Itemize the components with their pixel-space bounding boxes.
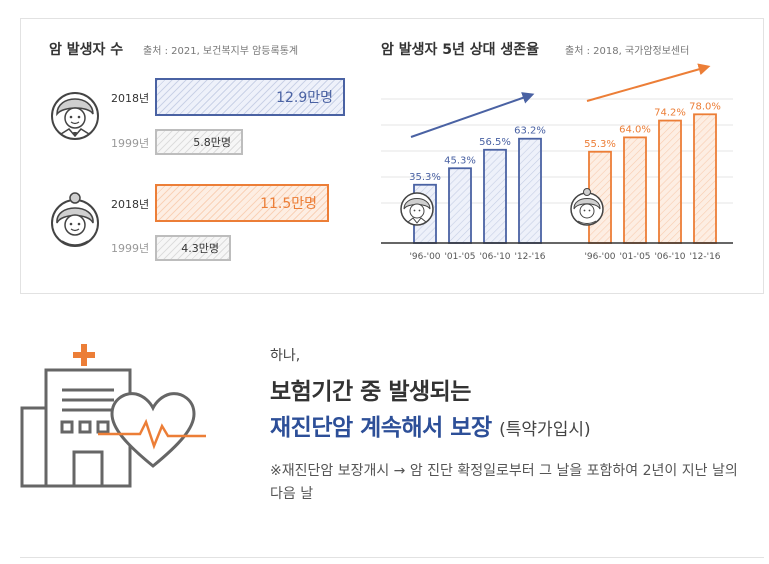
coverage-note: ※재진단암 보장개시 → 암 진단 확정일로부터 그 날을 포함하여 2년이 지… [270,463,738,502]
cross-icon [73,344,95,366]
survival-value-label: 56.5% [479,137,511,148]
survival-bar [448,167,472,244]
male-1999-bar: 5.8만명 [155,129,243,155]
bottom-divider [20,557,764,558]
survival-category-label: '06-'10 [479,252,510,262]
chart-labels: 35.3% '96-'00 45.3% '01-'05 56.5% '06-'10 63.2… [409,101,721,262]
survival-value-label: 64.0% [619,124,651,135]
female-year-main: 2018년 [111,198,150,211]
survival-category-label: '96-'00 [584,252,615,262]
chart-female-avatar-icon [570,188,604,226]
lower-heading-highlight: 재진단암 계속해서 보장 [270,415,492,441]
incidence-title: 암 발생자 수 [49,42,124,58]
survival-category-label: '01-'05 [619,252,650,262]
orange-trend-arrow [586,63,711,102]
female-1999-bar: 4.3만명 [155,235,231,261]
survival-chart: 35.3% '96-'00 45.3% '01-'05 56.5% '06-'10 63.2… [381,63,733,262]
heartbeat-icon [98,418,206,450]
survival-bar [693,113,717,244]
survival-bar [623,136,647,244]
survival-bar [483,148,507,244]
male-year-sub: 1999년 [111,137,150,150]
survival-value-label: 63.2% [514,126,546,137]
lower-heading-paren: (특약가입시) [499,420,591,440]
blue-trend-arrow [410,92,535,138]
lower-heading-line1: 보험기간 중 발생되는 [270,379,471,405]
survival-category-label: '12-'16 [689,252,720,262]
female-year-sub: 1999년 [111,242,150,255]
chart-male-avatar-icon [400,192,434,226]
lower-subtitle: 하나, [270,348,301,364]
female-2018-bar: 11.5만명 [155,184,329,222]
female-avatar-icon [51,192,99,247]
survival-category-label: '12-'16 [514,252,545,262]
female-2018-value: 11.5만명 [260,196,317,212]
survival-bar [658,119,682,244]
male-1999-value: 5.8만명 [193,136,231,149]
hospital-icon [20,368,132,488]
male-2018-value: 12.9만명 [276,90,333,106]
survival-category-label: '01-'05 [444,252,475,262]
survival-value-label: 35.3% [409,172,441,183]
survival-category-label: '96-'00 [409,252,440,262]
survival-value-label: 78.0% [689,101,721,112]
female-1999-value: 4.3만명 [181,242,219,255]
survival-source: 출처 : 2018, 국가암정보센터 [565,46,690,57]
survival-title: 암 발생자 5년 상대 생존율 [381,42,540,58]
hospital-heart-illustration [20,344,206,488]
heart-icon [110,392,196,468]
survival-value-label: 55.3% [584,139,616,150]
statistics-panel: 암 발생자 수 출처 : 2021, 보건복지부 암등록통계 2018년 12.… [20,18,764,294]
incidence-source: 출처 : 2021, 보건복지부 암등록통계 [143,46,299,57]
chart-bars [413,113,717,244]
male-year-main: 2018년 [111,92,150,105]
male-avatar-icon [51,92,99,140]
survival-category-label: '06-'10 [654,252,685,262]
survival-value-label: 74.2% [654,108,686,119]
survival-bar [518,137,542,244]
survival-value-label: 45.3% [444,155,476,166]
male-2018-bar: 12.9만명 [155,78,345,116]
lower-heading-line2: 재진단암 계속해서 보장 (특약가입시) [270,408,591,442]
